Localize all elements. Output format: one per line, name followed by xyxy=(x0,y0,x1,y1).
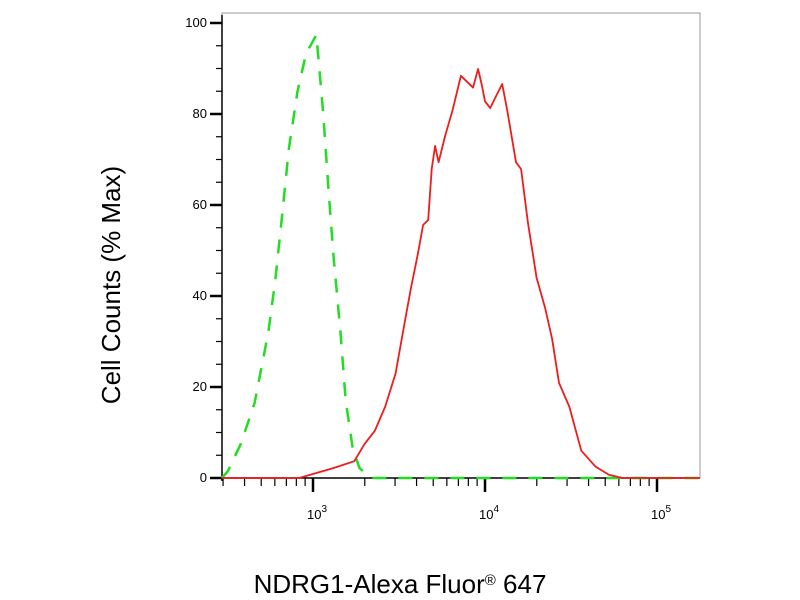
y-axis: 0 20 40 60 80 100 xyxy=(185,15,223,485)
y-tick-label: 20 xyxy=(193,379,207,394)
series-group xyxy=(220,33,700,480)
y-tick-label: 60 xyxy=(193,197,207,212)
series-line-isotype-control xyxy=(220,33,700,480)
x-axis: 103 104 105 xyxy=(214,477,700,522)
y-tick-label: 40 xyxy=(193,288,207,303)
plot-frame xyxy=(221,12,701,479)
y-tick-label: 100 xyxy=(185,15,207,30)
x-tick-label: 105 xyxy=(651,504,671,522)
y-axis-title: Cell Counts (% Max) xyxy=(96,166,126,404)
series-line-ndrg1 xyxy=(221,68,700,479)
y-tick-label: 0 xyxy=(200,470,207,485)
x-tick-label: 103 xyxy=(307,504,327,522)
x-tick-label: 104 xyxy=(479,504,499,522)
x-axis-title: NDRG1-Alexa Fluor® 647 xyxy=(254,569,547,599)
y-tick-label: 80 xyxy=(193,106,207,121)
